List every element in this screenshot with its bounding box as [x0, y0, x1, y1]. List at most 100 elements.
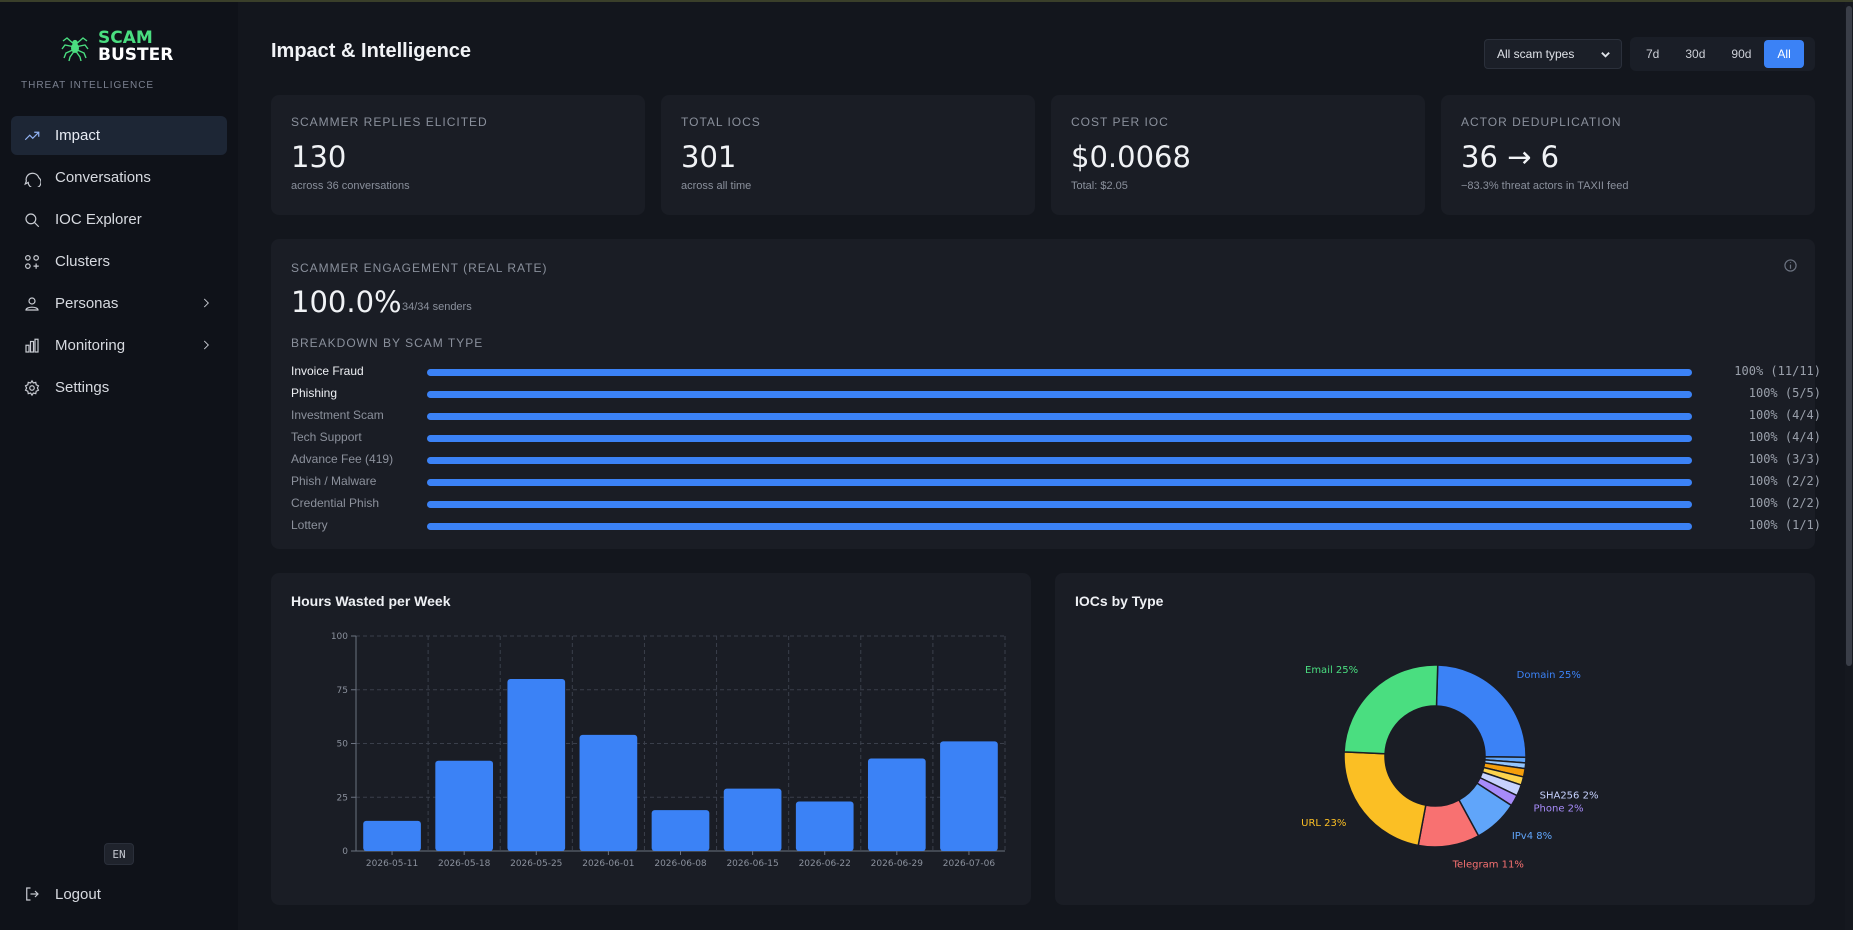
sidebar-nav: Impact Conversations IOC Explorer Cluste… [11, 116, 227, 410]
sidebar-item-personas[interactable]: Personas [11, 284, 227, 323]
breakdown-name: Investment Scam [291, 408, 384, 422]
language-toggle[interactable]: EN [104, 843, 134, 865]
breakdown-row: Investment Scam 100% (4/4) [291, 405, 1821, 427]
chart-title: Hours Wasted per Week [291, 593, 451, 609]
range-all-button[interactable]: All [1764, 40, 1804, 68]
top-border [0, 0, 1853, 2]
range-7d-button[interactable]: 7d [1646, 47, 1660, 61]
brand-name: SCAM BUSTER [98, 30, 173, 64]
engagement-value: 100.0% [291, 285, 402, 319]
trend-icon [24, 131, 40, 140]
pie-slice[interactable] [1343, 664, 1439, 755]
sidebar-item-label: Personas [55, 295, 119, 312]
stat-label: ACTOR DEDUPLICATION [1461, 115, 1622, 129]
bar[interactable] [363, 820, 421, 851]
bar[interactable] [723, 788, 782, 851]
pie-label: Phone 2% [1534, 803, 1584, 814]
breakdown-value: 100% (1/1) [1748, 518, 1821, 532]
breakdown-bar-fill [427, 479, 1692, 486]
bar[interactable] [795, 801, 854, 851]
sidebar-item-settings[interactable]: Settings [11, 368, 227, 407]
breakdown-value: 100% (4/4) [1748, 430, 1821, 444]
y-tick-label: 0 [342, 847, 348, 857]
sidebar-item-impact[interactable]: Impact [11, 116, 227, 155]
iocs-by-type-card: IOCs by Type Domain 25% SHA256 2% Phone 2%… [1055, 573, 1815, 905]
pie-label: Email 25% [1305, 665, 1358, 676]
sidebar-item-label: Monitoring [55, 337, 126, 354]
sidebar-item-ioc-explorer[interactable]: IOC Explorer [11, 200, 227, 239]
scrollbar[interactable] [1845, 2, 1853, 930]
bar[interactable] [579, 734, 638, 851]
brand-line1: SCAM [98, 28, 153, 48]
info-icon[interactable] [1784, 259, 1797, 272]
sidebar-item-monitoring[interactable]: Monitoring [11, 326, 227, 365]
clusters-icon [25, 254, 39, 269]
x-tick-label: 2026-06-01 [582, 859, 634, 869]
sidebar-item-clusters[interactable]: Clusters [11, 242, 227, 281]
spider-icon [61, 37, 89, 62]
chevron-right-icon[interactable] [199, 296, 213, 310]
breakdown-value: 100% (2/2) [1748, 474, 1821, 488]
sidebar-item-label: Impact [55, 127, 101, 144]
breakdown-value: 100% (11/11) [1734, 364, 1821, 378]
x-tick-label: 2026-06-22 [799, 859, 851, 869]
breakdown-bar [427, 391, 1692, 398]
x-tick-label: 2026-05-11 [366, 859, 418, 869]
x-tick-label: 2026-06-15 [726, 859, 778, 869]
stat-label: SCAMMER REPLIES ELICITED [291, 115, 488, 129]
breakdown-name: Phish / Malware [291, 474, 377, 488]
logout-button[interactable]: Logout [23, 885, 101, 903]
breakdown-name: Phishing [291, 386, 338, 400]
stat-sub: across 36 conversations [291, 180, 410, 192]
stat-value: 36 → 6 [1461, 140, 1560, 174]
bar[interactable] [507, 679, 566, 851]
chat-icon [24, 172, 41, 187]
stat-card-cost-per-ioc: COST PER IOC $0.0068 Total: $2.05 [1051, 95, 1425, 215]
range-30d-button[interactable]: 30d [1685, 47, 1706, 61]
x-tick-label: 2026-06-08 [654, 859, 707, 869]
engagement-card: SCAMMER ENGAGEMENT (REAL RATE) 100.0% 34… [271, 239, 1821, 549]
page-title: Impact & Intelligence [271, 40, 472, 62]
breakdown-row: Lottery 100% (1/1) [291, 515, 1821, 537]
y-tick-label: 50 [337, 740, 349, 750]
pie-label: URL 23% [1301, 818, 1346, 829]
chart-icon [25, 338, 39, 353]
bar[interactable] [867, 758, 926, 851]
breakdown-bar-fill [427, 391, 1692, 398]
sidebar-item-label: Clusters [55, 253, 111, 270]
stat-card-replies: SCAMMER REPLIES ELICITED 130 across 36 c… [271, 95, 645, 215]
breakdown-bar [427, 435, 1692, 442]
engagement-label: SCAMMER ENGAGEMENT (REAL RATE) [291, 261, 548, 275]
breakdown-row: Tech Support 100% (4/4) [291, 427, 1821, 449]
bar[interactable] [940, 741, 998, 851]
breakdown-bar-fill [427, 523, 1692, 530]
scrollbar-thumb[interactable] [1846, 6, 1852, 666]
range-90d-button[interactable]: 90d [1731, 47, 1752, 61]
bar[interactable] [435, 760, 494, 851]
hours-wasted-chart: 0 25 50 75 100 2026-05-11 2026-05-18 2026-05-25… [331, 632, 1006, 869]
chevron-right-icon[interactable] [199, 338, 213, 352]
breakdown-name: Invoice Fraud [291, 364, 364, 378]
y-tick-label: 100 [331, 632, 348, 642]
stat-value: 301 [681, 140, 737, 174]
bar[interactable] [651, 810, 710, 851]
stat-card-actor-dedup: ACTOR DEDUPLICATION 36 → 6 −83.3% threat… [1441, 95, 1815, 215]
pie-slice[interactable] [1435, 664, 1527, 759]
pie-slice[interactable] [1343, 751, 1427, 847]
breakdown-bar [427, 457, 1692, 464]
breakdown-label: BREAKDOWN BY SCAM TYPE [291, 336, 484, 350]
sidebar: SCAM BUSTER THREAT INTELLIGENCE Impact C… [0, 2, 238, 930]
user-icon [25, 296, 39, 311]
breakdown-bar [427, 413, 1692, 420]
brand-subtitle: THREAT INTELLIGENCE [21, 80, 155, 91]
x-tick-label: 2026-06-29 [871, 859, 924, 869]
brand-logo[interactable]: SCAM BUSTER [60, 30, 173, 64]
breakdown-row: Credential Phish 100% (2/2) [291, 493, 1821, 515]
breakdown-value: 100% (2/2) [1748, 496, 1821, 510]
logout-label: Logout [55, 885, 101, 903]
scam-type-select[interactable]: All scam types [1484, 39, 1622, 69]
pie-label: IPv4 8% [1512, 831, 1552, 842]
stat-card-total-iocs: TOTAL IOCS 301 across all time [661, 95, 1035, 215]
sidebar-item-conversations[interactable]: Conversations [11, 158, 227, 197]
x-tick-label: 2026-07-06 [943, 859, 996, 869]
